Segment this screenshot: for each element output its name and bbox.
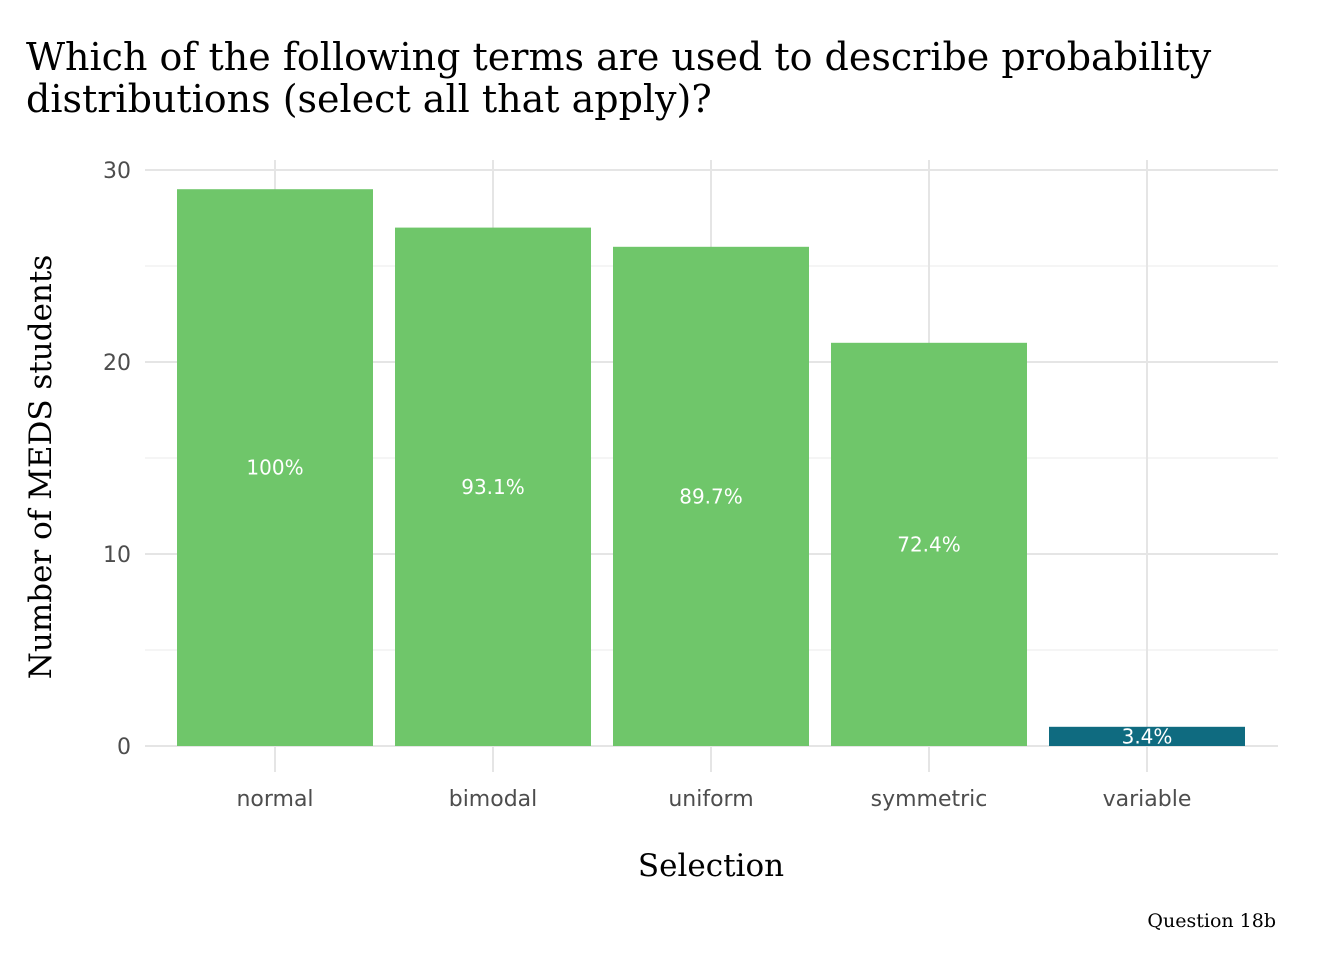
bar-label-variable: 3.4%	[1122, 724, 1173, 748]
x-tick-label-uniform: uniform	[668, 787, 753, 812]
chart-title-line-2: distributions (select all that apply)?	[26, 77, 712, 121]
bar-label-uniform: 89.7%	[679, 484, 743, 508]
chart-title-line-1: Which of the following terms are used to…	[26, 35, 1212, 79]
x-axis-title: Selection	[638, 848, 784, 884]
y-tick-label: 20	[103, 351, 131, 376]
x-tick-label-variable: variable	[1103, 787, 1192, 812]
bar-normal	[177, 189, 373, 746]
bar-uniform	[613, 246, 809, 747]
chart-caption: Question 18b	[1147, 910, 1276, 932]
y-axis-title: Number of MEDS students	[23, 255, 59, 680]
bar-label-bimodal: 93.1%	[461, 475, 525, 499]
bar-labels: 100% 93.1% 89.7% 72.4% 3.4%	[246, 456, 1172, 749]
y-tick-label: 10	[103, 543, 131, 568]
bar-variable	[1049, 726, 1245, 746]
y-tick-label: 30	[103, 159, 131, 184]
x-tick-label-symmetric: symmetric	[871, 787, 988, 812]
x-axis-ticks: normal bimodal uniform symmetric variable	[236, 787, 1191, 812]
y-axis-ticks: 0 10 20 30	[103, 159, 131, 760]
x-tick-label-normal: normal	[236, 787, 313, 812]
bar-label-normal: 100%	[246, 456, 303, 480]
y-tick-label: 0	[117, 735, 131, 760]
bar-symmetric	[831, 342, 1027, 746]
bar-bimodal	[395, 227, 591, 747]
x-tick-label-bimodal: bimodal	[449, 787, 538, 812]
bars	[177, 189, 1245, 747]
bar-label-symmetric: 72.4%	[897, 532, 961, 556]
